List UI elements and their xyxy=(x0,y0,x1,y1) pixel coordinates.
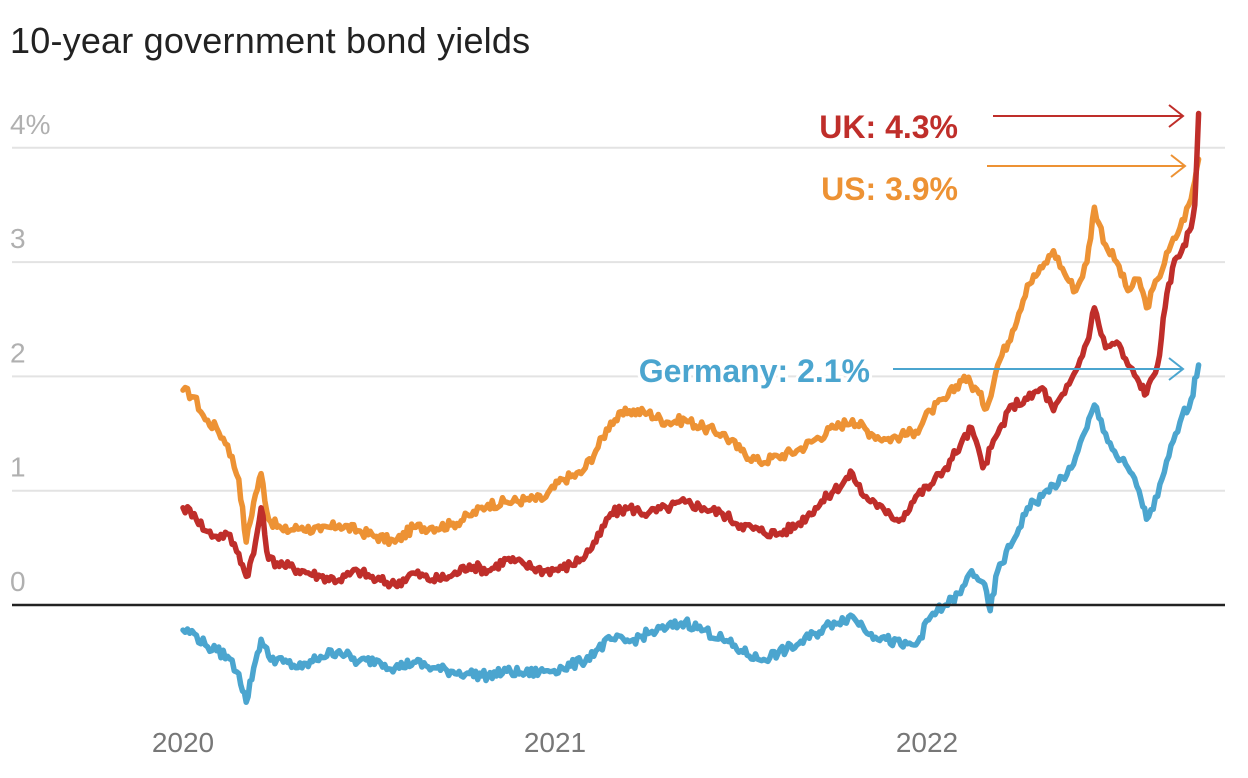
x-axis-ticks: 2020 2021 2022 xyxy=(152,727,958,758)
annotation-halo: Germany: 2.1% xyxy=(639,353,870,389)
series-lines xyxy=(180,110,1202,705)
series-line-germany xyxy=(180,362,1202,705)
y-tick-label: 2 xyxy=(10,337,26,368)
arrow-head-icon xyxy=(1168,104,1185,128)
y-tick-label: 4% xyxy=(10,109,50,140)
y-tick-label: 3 xyxy=(10,223,26,254)
series-annotations: UK: 4.3% US: 3.9% Germany: 2.1%Germany: 2.… xyxy=(636,104,1187,392)
y-tick-label: 1 xyxy=(10,452,26,483)
annotation-label: US: 3.9% xyxy=(821,171,958,207)
annotation-uk: UK: 4.3% xyxy=(819,104,1185,145)
gridlines xyxy=(12,146,1225,492)
annotation-label: UK: 4.3% xyxy=(819,109,958,145)
arrow-head-icon xyxy=(1168,357,1185,381)
series-line-us xyxy=(180,156,1202,548)
x-tick-label: 2020 xyxy=(152,727,214,758)
x-tick-label: 2022 xyxy=(896,727,958,758)
y-axis-ticks: 4% 3 2 1 0 xyxy=(10,109,50,597)
chart-title: 10-year government bond yields xyxy=(10,20,531,61)
x-tick-label: 2021 xyxy=(524,727,586,758)
y-tick-label: 0 xyxy=(10,566,26,597)
series-line-uk xyxy=(180,110,1202,590)
annotation-label: Germany: 2.1% xyxy=(639,353,870,389)
arrow-head-icon xyxy=(1170,154,1187,178)
annotation-us: US: 3.9% xyxy=(821,154,1187,207)
annotation-germany: Germany: 2.1%Germany: 2.1% xyxy=(636,350,1185,392)
